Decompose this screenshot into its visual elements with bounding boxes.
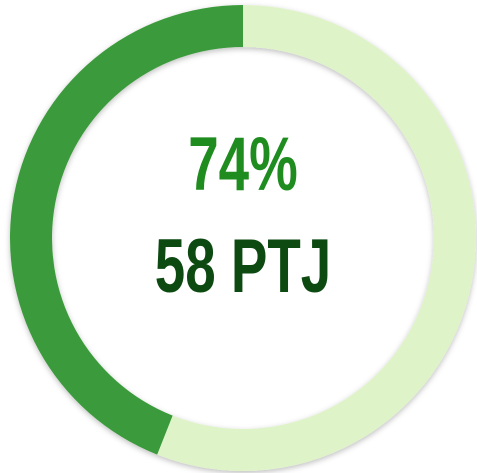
center-label: 74% xyxy=(188,122,298,207)
ring xyxy=(9,5,476,471)
ring-segment xyxy=(9,5,243,455)
ring-segment xyxy=(157,5,476,471)
center-labels: 74% 58 PTJ xyxy=(155,122,331,309)
center-label: 58 PTJ xyxy=(155,224,331,309)
